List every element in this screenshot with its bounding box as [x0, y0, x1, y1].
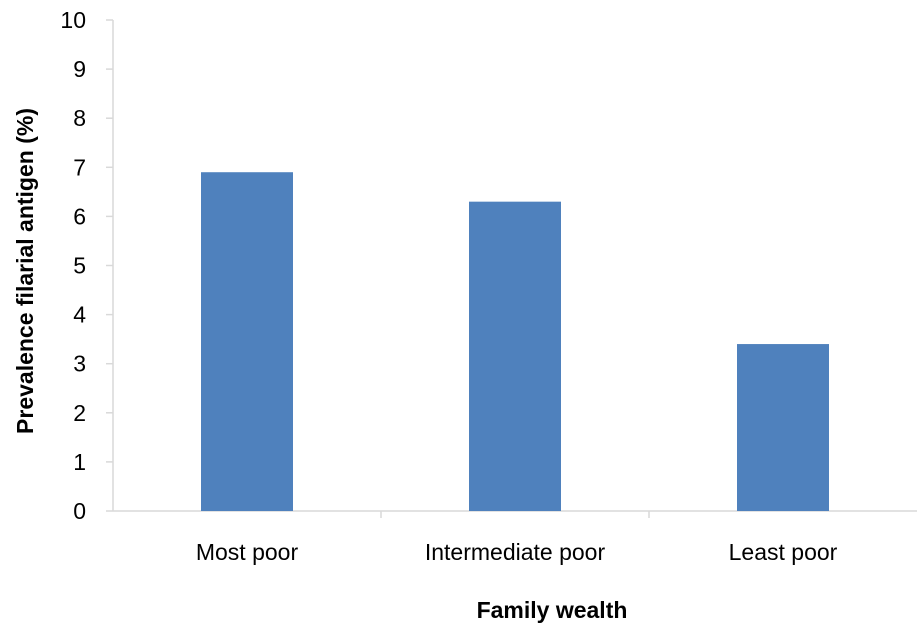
y-tick-label: 9 — [73, 56, 86, 82]
x-axis-title: Family wealth — [477, 597, 628, 623]
category-labels: Most poor Intermediate poor Least poor — [196, 539, 838, 565]
y-tick-labels: 0 1 2 3 4 5 6 7 8 9 10 — [60, 7, 86, 524]
y-tick-label: 5 — [73, 253, 86, 279]
y-tick-label: 6 — [73, 203, 86, 229]
y-tick-label: 2 — [73, 400, 86, 426]
y-axis — [106, 19, 114, 512]
y-tick-label: 0 — [73, 498, 86, 524]
bar — [201, 172, 293, 511]
bars — [201, 172, 829, 512]
bar — [469, 201, 561, 512]
y-tick-label: 4 — [73, 302, 86, 328]
x-category-label: Most poor — [196, 539, 299, 565]
bar — [737, 344, 829, 511]
y-axis-title: Prevalence filarial antigen (%) — [12, 108, 38, 434]
y-tick-label: 3 — [73, 351, 86, 377]
x-category-label: Intermediate poor — [425, 539, 606, 565]
y-tick-label: 8 — [73, 105, 86, 131]
x-axis — [113, 510, 917, 518]
y-tick-label: 10 — [60, 7, 86, 33]
x-category-label: Least poor — [729, 539, 838, 565]
y-tick-label: 1 — [73, 449, 86, 475]
y-tick-label: 7 — [73, 154, 86, 180]
